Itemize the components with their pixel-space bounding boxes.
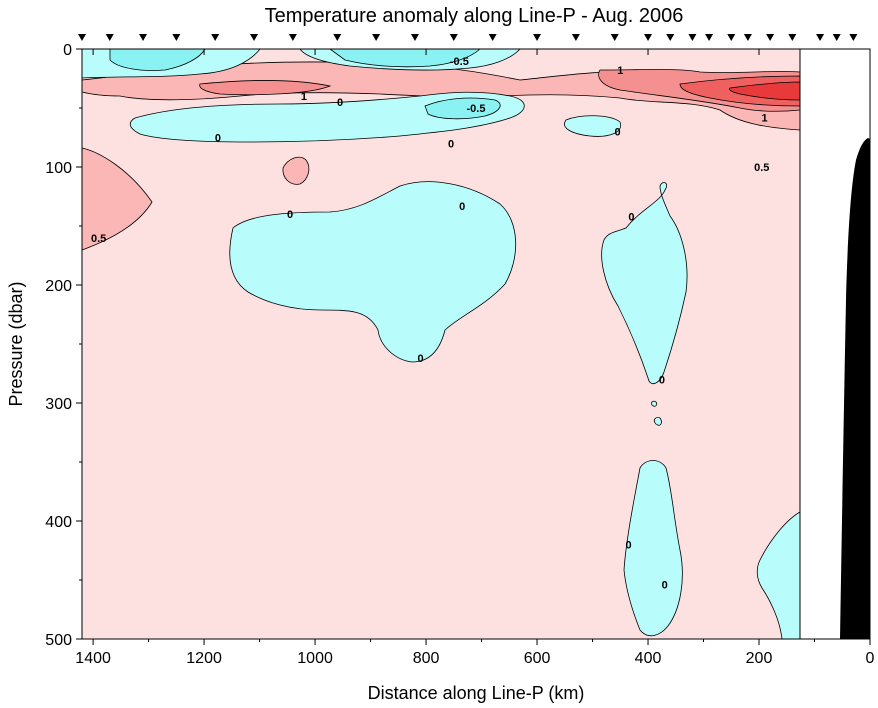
x-tick-label: 400 — [635, 650, 662, 667]
cold-anomaly-dot-1 — [653, 417, 662, 426]
station-marker — [788, 34, 797, 41]
station-marker — [105, 34, 114, 41]
cold-anomaly-core-mid — [328, 48, 482, 68]
positive-anomaly-patch-west — [81, 147, 153, 251]
y-tick-label: 200 — [45, 278, 72, 295]
contour-label: 0 — [417, 353, 423, 365]
x-tick-label: 600 — [524, 650, 551, 667]
contour-label: 0 — [614, 127, 620, 139]
cold-anomaly-subsurface-core — [424, 97, 501, 120]
x-tick-label: 200 — [746, 650, 773, 667]
contour-labels: -0.5 1 1 0 -0.5 1 0 0 0 0.5 0 0 0 0.5 0 0 0 0 — [91, 56, 769, 592]
warm-band-inner — [199, 80, 332, 96]
contour-label: 0 — [662, 580, 668, 592]
cold-anomaly-deep — [623, 460, 683, 637]
station-markers — [78, 34, 858, 41]
station-marker — [288, 34, 297, 41]
station-marker — [666, 34, 675, 41]
y-tick-label: 400 — [45, 514, 72, 531]
cold-anomaly-subsurface — [129, 91, 525, 143]
contour-label: 0 — [628, 212, 634, 224]
warm-core-2 — [729, 81, 801, 101]
station-marker — [410, 34, 419, 41]
contour-label: 0.5 — [91, 233, 106, 245]
station-marker — [743, 34, 752, 41]
station-marker — [333, 34, 342, 41]
y-tick-label: 500 — [45, 632, 72, 649]
station-marker — [610, 34, 619, 41]
cold-anomaly-small-east — [564, 115, 622, 137]
x-axis: 1400 1200 1000 800 600 400 200 0 — [75, 49, 875, 667]
station-marker — [688, 34, 697, 41]
x-tick-label: 800 — [413, 650, 440, 667]
contour-label: 0 — [659, 374, 665, 386]
station-marker — [78, 34, 86, 41]
station-marker — [727, 34, 736, 41]
station-marker — [705, 34, 714, 41]
cold-anomaly-column — [601, 182, 688, 385]
contour-label: 0 — [337, 97, 343, 109]
contour-label: 1 — [762, 112, 768, 124]
x-tick-label: 1000 — [297, 650, 333, 667]
contour-label: 1 — [301, 91, 307, 103]
plot-area — [81, 48, 871, 640]
x-tick-label: 1200 — [186, 650, 222, 667]
cold-anomaly-deep-east — [756, 511, 801, 640]
positive-anomaly-background — [82, 49, 800, 639]
station-marker — [139, 34, 148, 41]
y-tick-label: 100 — [45, 160, 72, 177]
contour-label: 0 — [459, 201, 465, 213]
warm-patch-small — [282, 156, 310, 185]
chart-title: Temperature anomaly along Line-P - Aug. … — [265, 5, 684, 27]
station-marker — [766, 34, 775, 41]
station-marker — [571, 34, 580, 41]
contour-label: -0.5 — [467, 103, 486, 115]
contour-label: 0.5 — [754, 162, 769, 174]
station-marker — [849, 34, 858, 41]
contour-label: 0 — [626, 540, 632, 552]
cold-anomaly-core — [109, 48, 206, 71]
station-marker — [533, 34, 542, 41]
cold-anomaly-blob-mid — [229, 181, 517, 363]
contour-label: 0 — [215, 133, 221, 145]
contour-label: 0 — [287, 209, 293, 221]
contour-label: 1 — [617, 65, 623, 77]
y-tick-label: 300 — [45, 396, 72, 413]
x-tick-label: 0 — [866, 650, 875, 667]
station-marker — [644, 34, 653, 41]
y-tick-label: 0 — [63, 42, 72, 59]
station-marker — [488, 34, 497, 41]
station-marker — [172, 34, 181, 41]
station-marker — [832, 34, 841, 41]
station-marker — [816, 34, 825, 41]
contour-label: 0 — [448, 138, 454, 150]
x-tick-label: 1400 — [75, 650, 111, 667]
station-marker — [372, 34, 381, 41]
station-marker — [211, 34, 220, 41]
station-marker — [449, 34, 458, 41]
contour-label: -0.5 — [450, 56, 469, 68]
x-axis-label: Distance along Line-P (km) — [368, 683, 585, 703]
bathymetry-shelf — [840, 138, 870, 639]
station-marker — [250, 34, 259, 41]
y-axis-label: Pressure (dbar) — [6, 281, 26, 406]
cold-anomaly-dot-2 — [651, 400, 658, 407]
